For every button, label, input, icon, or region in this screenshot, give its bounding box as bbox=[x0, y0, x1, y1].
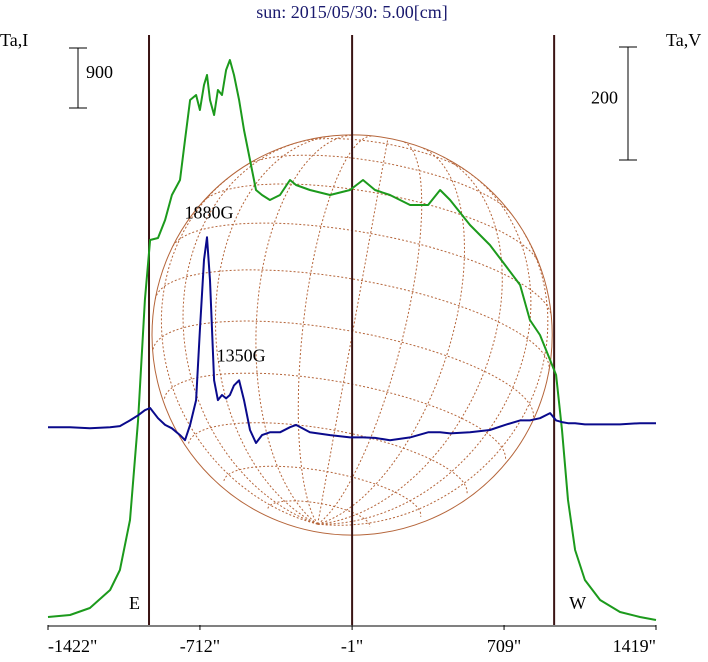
meridian bbox=[317, 156, 503, 525]
vertical-line-label: E bbox=[129, 593, 140, 613]
parallel bbox=[172, 222, 552, 316]
meridian bbox=[297, 135, 373, 525]
x-tick-label: -712" bbox=[180, 636, 220, 656]
parallel bbox=[267, 500, 371, 528]
parallel bbox=[188, 422, 468, 495]
meridian bbox=[317, 231, 549, 526]
chart-title: sun: 2015/05/30: 5.00[cm] bbox=[256, 2, 448, 22]
meridian bbox=[182, 141, 318, 525]
scale-bar-label: 200 bbox=[591, 88, 618, 108]
parallel bbox=[154, 269, 550, 371]
parallel bbox=[163, 372, 507, 461]
y-axis-label: Ta,I bbox=[0, 30, 28, 50]
y2-axis-label: Ta,V bbox=[666, 30, 701, 50]
meridian bbox=[214, 135, 330, 525]
meridian bbox=[317, 141, 423, 525]
parallel bbox=[203, 183, 539, 262]
x-tick-label: 709" bbox=[487, 636, 521, 656]
vertical-line-label: W bbox=[569, 593, 586, 613]
parallel bbox=[299, 138, 470, 174]
meridian bbox=[255, 134, 353, 525]
annotation: 1880G bbox=[185, 202, 234, 222]
annotation: 1350G bbox=[217, 345, 266, 365]
series-line bbox=[47, 59, 657, 621]
meridian bbox=[317, 138, 389, 525]
meridian bbox=[317, 147, 466, 525]
meridian bbox=[160, 177, 318, 525]
x-tick-label: -1422" bbox=[48, 636, 97, 656]
x-tick-label: 1419" bbox=[613, 636, 656, 656]
parallel bbox=[152, 320, 535, 419]
series-line bbox=[48, 236, 656, 444]
disk-grid bbox=[152, 134, 552, 528]
x-tick-label: -1" bbox=[341, 636, 363, 656]
parallel bbox=[245, 154, 512, 214]
parallel bbox=[223, 465, 422, 517]
scale-bar-label: 900 bbox=[86, 62, 113, 82]
